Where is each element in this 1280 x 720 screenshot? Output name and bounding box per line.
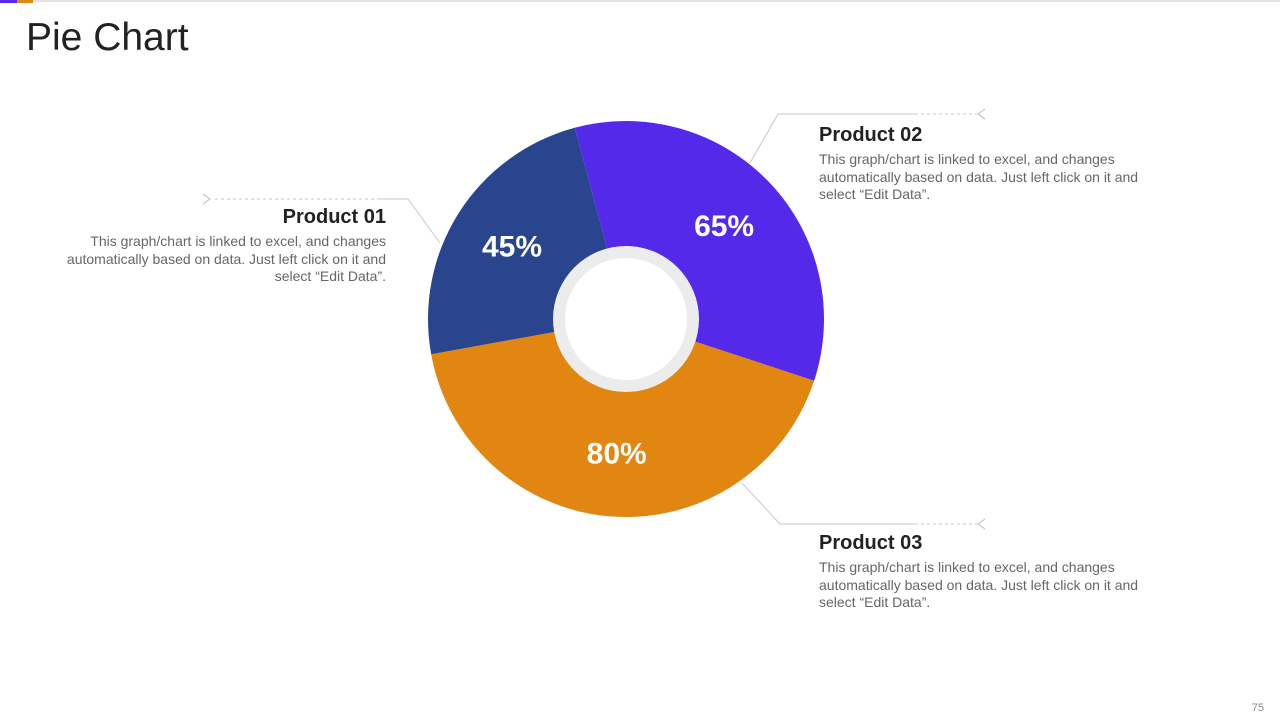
leader-arrow-product-02 xyxy=(976,108,986,120)
slice-value-labels: 65% 80% 45% xyxy=(482,210,754,471)
leader-line-product-01 xyxy=(380,198,441,244)
callout-product-03: Product 03 This graph/chart is linked to… xyxy=(819,532,1159,612)
accent-segment-orange xyxy=(17,0,33,3)
page-title: Pie Chart xyxy=(26,16,189,59)
leader-arrow-product-01 xyxy=(202,193,212,205)
callout-heading: Product 03 xyxy=(819,532,923,554)
callout-text: This graph/chart is linked to excel, and… xyxy=(819,559,1139,610)
callout-product-02: Product 02 This graph/chart is linked to… xyxy=(819,124,1159,204)
leader-line-product-02 xyxy=(749,113,915,164)
accent-segment-purple xyxy=(0,0,17,3)
callout-product-01: Product 01 This graph/chart is linked to… xyxy=(46,206,386,286)
pie-slice-product-03 xyxy=(431,319,815,517)
donut-hole xyxy=(565,258,687,380)
leader-line-product-03 xyxy=(741,482,915,525)
callout-leader-lines xyxy=(202,108,986,530)
callout-text: This graph/chart is linked to excel, and… xyxy=(66,233,386,284)
callout-heading: Product 02 xyxy=(819,124,923,146)
slice-label-product-02: 65% xyxy=(694,210,754,243)
leader-arrow-product-03 xyxy=(976,518,986,530)
top-accent-bar xyxy=(0,0,1280,3)
slice-label-product-01: 45% xyxy=(482,231,542,264)
slide-number: 75 xyxy=(1251,702,1264,714)
slice-label-product-03: 80% xyxy=(587,438,647,471)
callout-heading: Product 01 xyxy=(282,206,386,228)
callout-text: This graph/chart is linked to excel, and… xyxy=(819,151,1139,202)
